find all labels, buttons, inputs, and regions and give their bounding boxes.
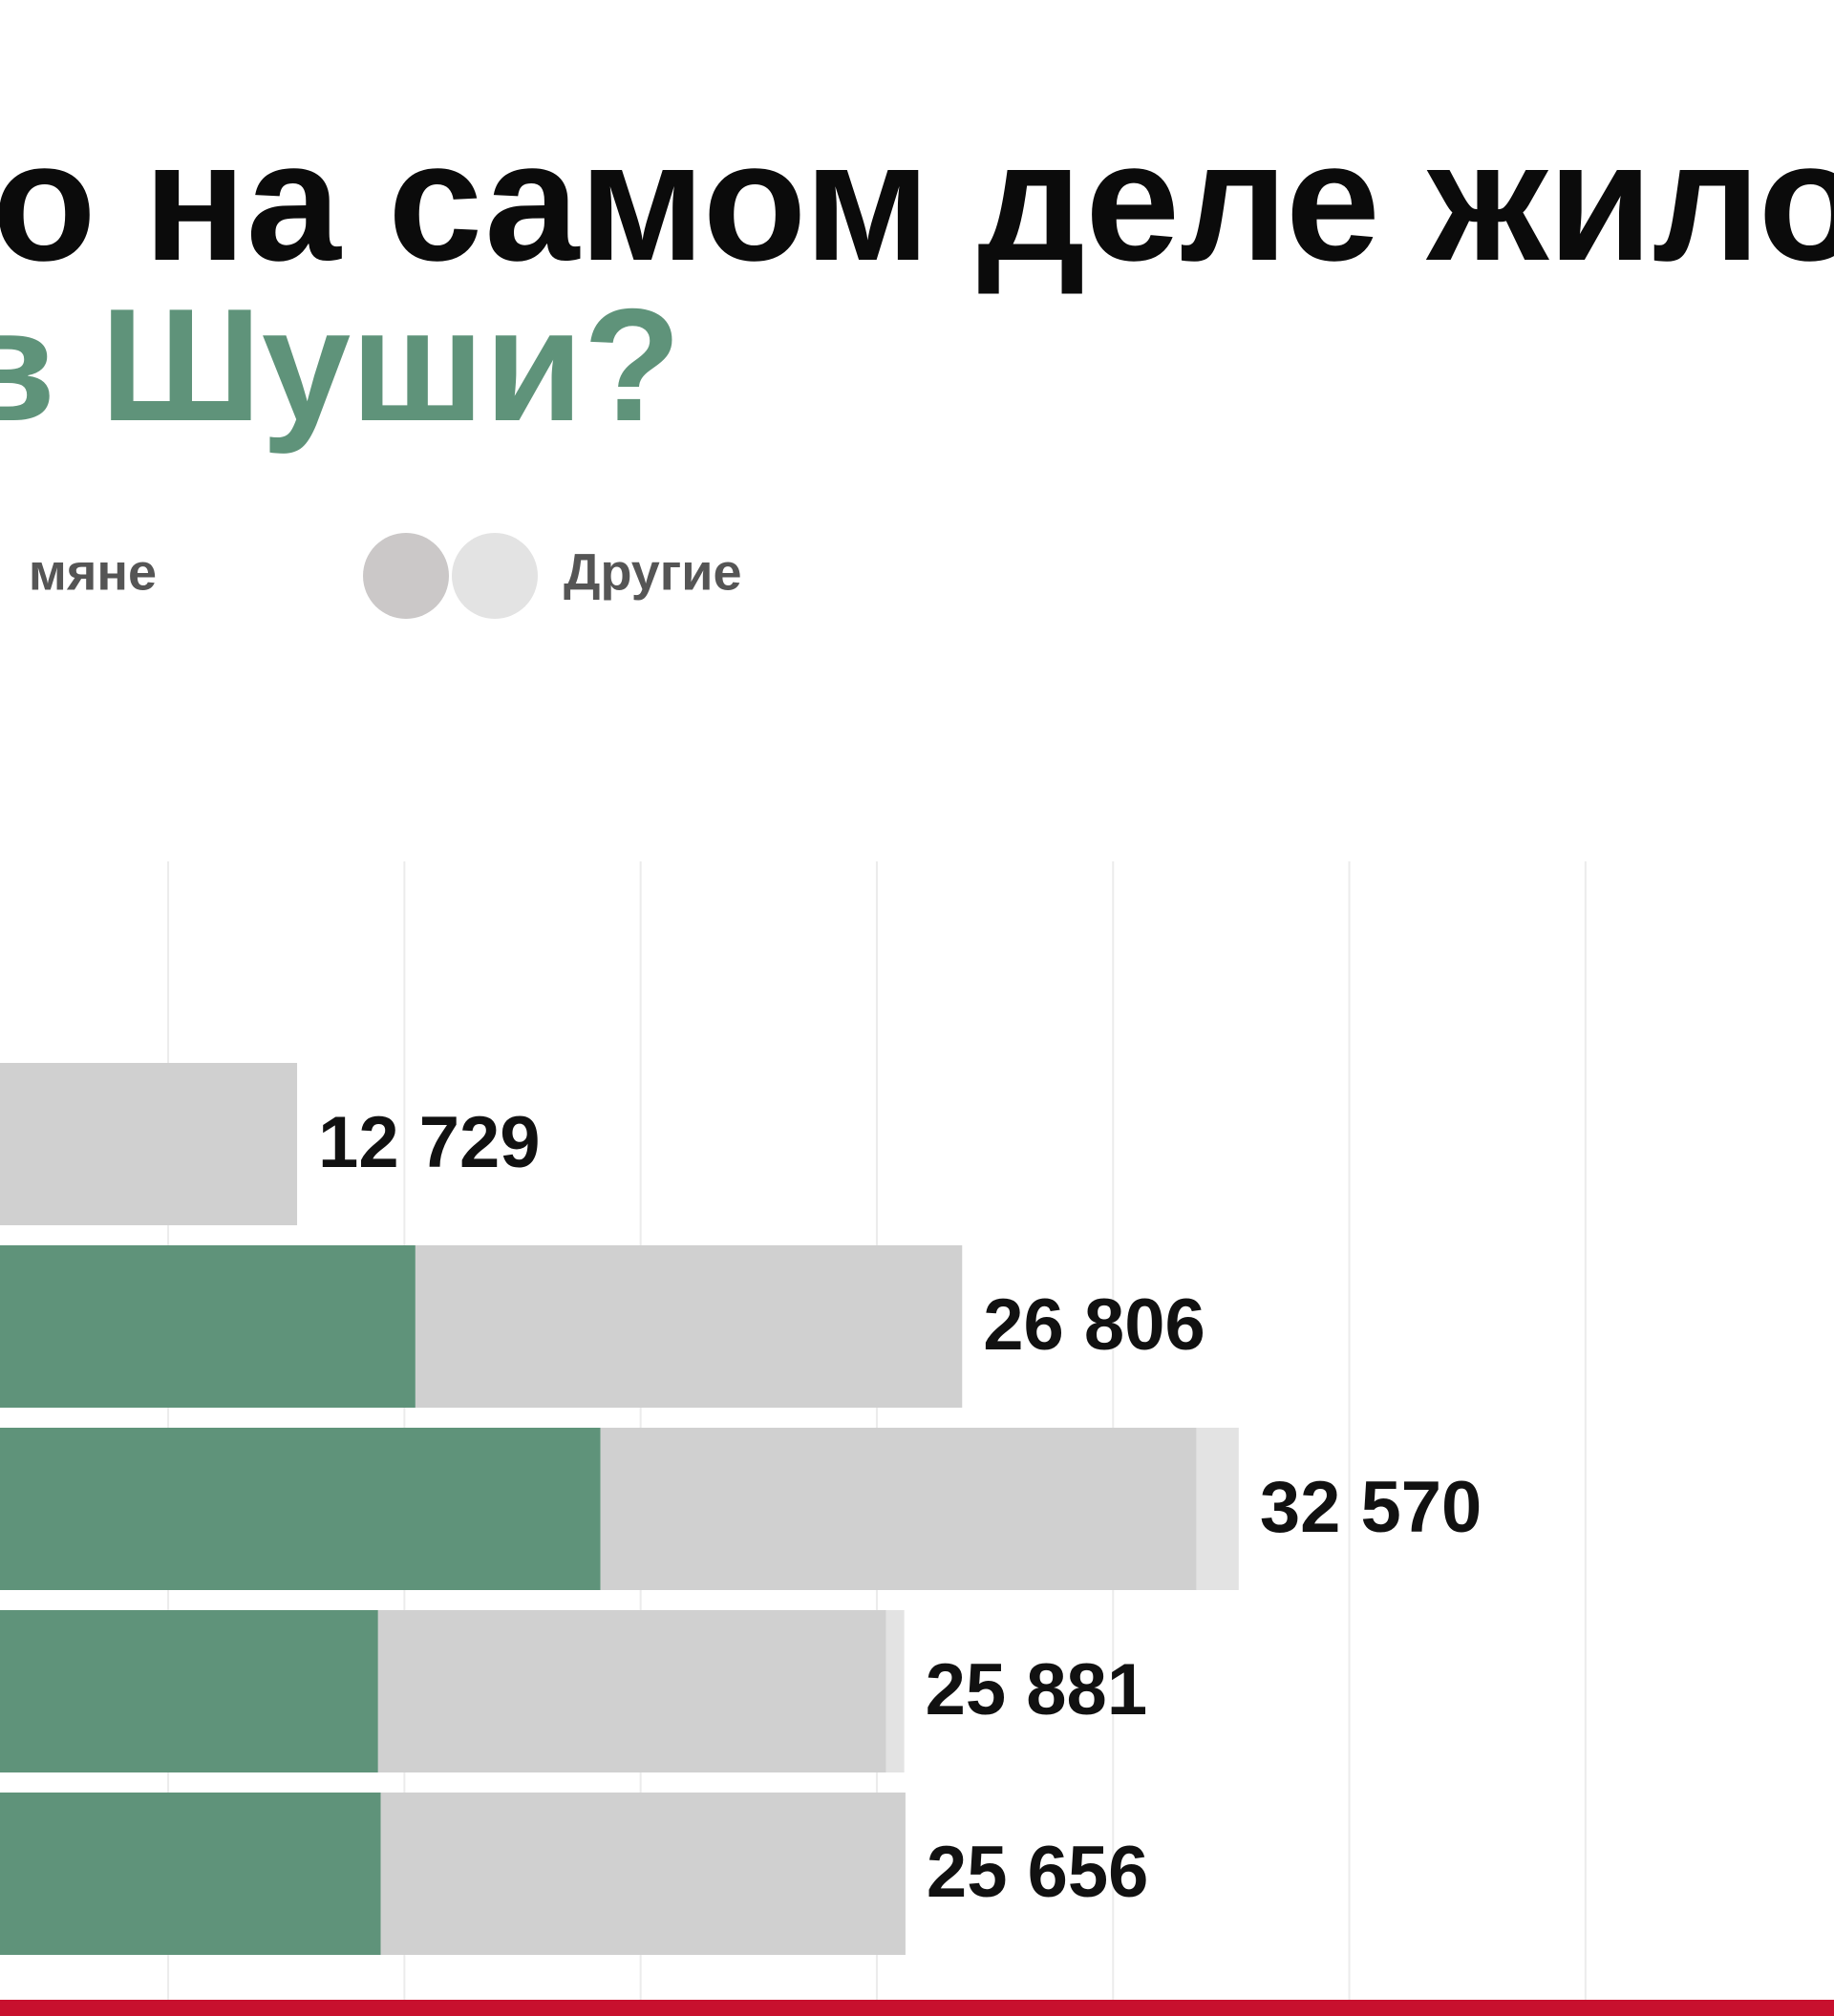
legend-label: мяне — [29, 543, 157, 601]
total-label: 32 570 — [1260, 1467, 1482, 1548]
total-label: 26 806 — [983, 1284, 1205, 1366]
bar-segment — [377, 1610, 886, 1772]
total-label: 25 656 — [927, 1832, 1148, 1913]
bottom-rule — [0, 2000, 1834, 2016]
legend-swatch — [452, 533, 538, 619]
total-label: 12 729 — [318, 1102, 540, 1183]
bar-segment — [0, 1610, 378, 1772]
bar-segment — [885, 1610, 905, 1772]
bar-segment — [380, 1793, 906, 1955]
bar-segment — [0, 1245, 416, 1408]
bars: 12 729 26 806 32 570 25 881 25 656 — [0, 1063, 1482, 1955]
legend-label: Другие — [564, 543, 742, 601]
bar-segment — [0, 1793, 381, 1955]
chart-title: о на самом деле жило — [0, 106, 1834, 296]
legend-swatch — [363, 533, 449, 619]
bar-segment — [0, 1063, 298, 1225]
bar-segment — [0, 1428, 601, 1590]
total-label: 25 881 — [926, 1649, 1147, 1730]
bar-segment — [1196, 1428, 1239, 1590]
bar-segment — [415, 1245, 963, 1408]
bar-segment — [600, 1428, 1197, 1590]
chart-subtitle: в Шуши? — [0, 275, 681, 455]
legend: мяне Другие — [29, 533, 742, 619]
